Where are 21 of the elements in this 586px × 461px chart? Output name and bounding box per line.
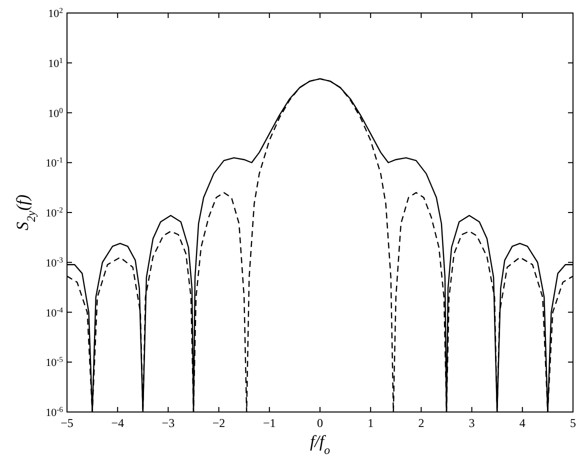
x-tick-label: 4 [519,416,526,430]
y-tick-label: 10$^{-1}$ [46,155,64,170]
x-tick-label: 1 [368,416,374,430]
x-tick-label: −5 [60,416,74,430]
x-tick-label: 2 [418,416,424,430]
x-tick-label: 5 [570,416,576,430]
y-tick-label: 10$^{1}$ [48,55,64,70]
y-tick-label: 10$^{-2}$ [46,205,64,220]
x-tick-label: 3 [468,416,475,430]
x-tick-label: −2 [212,416,226,430]
y-tick-label: 10$^{-6}$ [46,404,64,419]
x-tick-label: 0 [317,416,323,430]
y-tick-label: 10$^{2}$ [48,6,64,20]
y-tick-label: 10$^{-5}$ [46,354,64,370]
y-tick-label: 10$^{-4}$ [46,304,64,320]
y-tick-label: 10$^{-3}$ [46,254,64,270]
x-tick-label: −1 [263,416,276,430]
y-tick-label: 10$^{0}$ [48,105,64,120]
x-tick-label: −3 [162,416,175,430]
x-tick-label: −4 [111,416,124,430]
x-axis-title: f/f$_{o}$ [310,432,330,457]
